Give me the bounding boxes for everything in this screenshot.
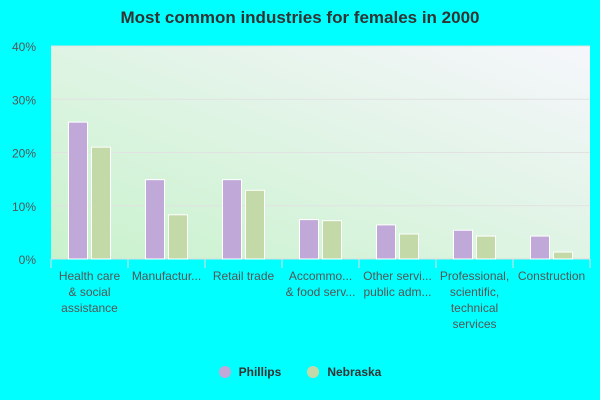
x-tick-label: scientific, (450, 285, 499, 299)
legend-item-phillips: Phillips (218, 365, 282, 379)
legend-label: Nebraska (327, 365, 382, 379)
bar-nebraska (553, 251, 573, 260)
legend-swatch (307, 366, 320, 378)
bar-nebraska (245, 189, 265, 260)
legend-label: Phillips (238, 365, 282, 379)
y-tick-label: 40% (12, 40, 36, 54)
y-tick-label: 0% (19, 253, 37, 267)
bar-nebraska (476, 235, 496, 260)
bar-phillips (145, 179, 165, 260)
x-tick-label: Professional, (440, 269, 509, 283)
x-tick-label: Health care (59, 269, 121, 283)
x-tick-label: Construction (518, 269, 585, 283)
bar-nebraska (399, 233, 419, 260)
legend-swatch (218, 366, 231, 378)
bar-phillips (299, 219, 319, 260)
x-tick-label: services (452, 317, 496, 331)
y-tick-label: 10% (12, 200, 36, 214)
x-tick-label: public adm... (363, 285, 431, 299)
bar-phillips (453, 229, 473, 260)
bar-nebraska (168, 214, 188, 260)
legend-item-nebraska: Nebraska (307, 365, 381, 379)
bar-nebraska (91, 146, 111, 260)
x-tick-label: Accommo... (289, 269, 352, 283)
x-tick-label: technical (451, 301, 498, 315)
x-tick-label: & social (68, 285, 110, 299)
bar-nebraska (322, 220, 342, 260)
x-tick-label: & food serv... (286, 285, 356, 299)
bar-phillips (530, 235, 550, 260)
x-tick-label: Retail trade (213, 269, 275, 283)
y-tick-label: 30% (12, 93, 36, 107)
bar-phillips (376, 224, 396, 260)
x-tick-label: assistance (61, 301, 118, 315)
legend: Phillips Nebraska (0, 365, 600, 379)
bar-phillips (222, 179, 242, 260)
chart-title: Most common industries for females in 20… (120, 8, 480, 27)
bar-phillips (68, 121, 88, 260)
x-tick-label: Manufactur... (132, 269, 201, 283)
y-tick-label: 20% (12, 147, 36, 161)
x-tick-label: Other servi... (363, 269, 432, 283)
